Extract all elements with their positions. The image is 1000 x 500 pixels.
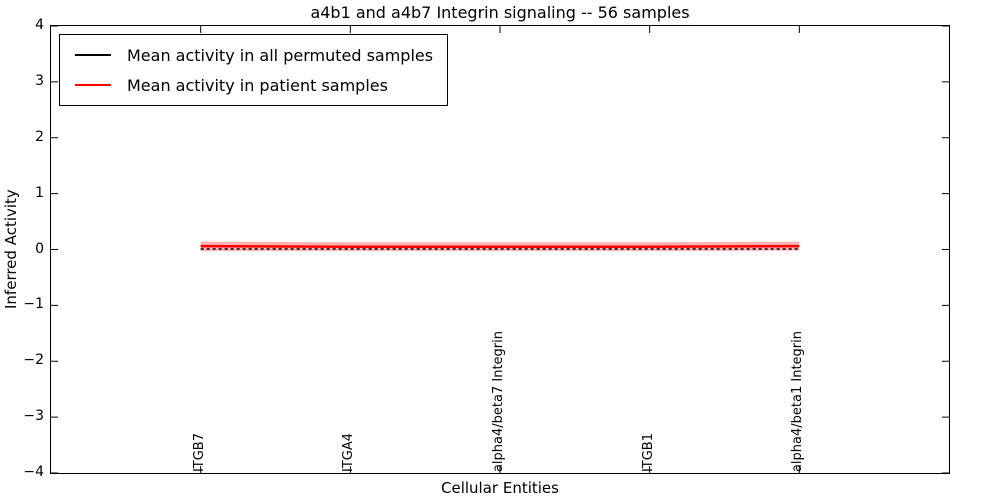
x-tick-label: alpha4/beta7 Integrin — [491, 330, 506, 472]
x-tick-label: ITGB1 — [640, 432, 656, 472]
y-tick-label: 3 — [35, 72, 44, 89]
legend-item-patient: Mean activity in patient samples — [75, 70, 433, 100]
plot-area: ITGB7 ITGA4 alpha4/beta7 Integrin ITGB1 alph… — [50, 25, 950, 474]
y-tick-label: −4 — [23, 464, 44, 480]
legend-label-permuted: Mean activity in all permuted samples — [127, 45, 434, 65]
chart-title: a4b1 and a4b7 Integrin signaling -- 56 s… — [310, 3, 690, 22]
y-tick-label: 2 — [35, 128, 44, 145]
y-tick-label: 0 — [35, 240, 44, 257]
y-tick-label: −3 — [23, 408, 44, 425]
x-axis-label: Cellular Entities — [441, 479, 559, 497]
legend: Mean activity in all permuted samples Me… — [59, 34, 449, 106]
legend-line-patient-icon — [75, 84, 111, 86]
legend-line-permuted-icon — [75, 54, 111, 56]
x-tick-label: alpha4/beta1 Integrin — [790, 330, 806, 472]
series-line-1 — [200, 244, 800, 248]
x-tick-label: ITGB7 — [191, 432, 207, 472]
y-tick-label: 1 — [35, 184, 44, 201]
y-tick-label: 4 — [35, 17, 44, 33]
y-tick-label: −1 — [23, 296, 44, 313]
legend-item-permuted: Mean activity in all permuted samples — [75, 40, 433, 70]
y-tick-label: −2 — [23, 352, 44, 369]
legend-label-patient: Mean activity in patient samples — [127, 75, 388, 95]
plot-canvas — [51, 26, 949, 473]
x-tick-label: ITGA4 — [341, 432, 357, 472]
